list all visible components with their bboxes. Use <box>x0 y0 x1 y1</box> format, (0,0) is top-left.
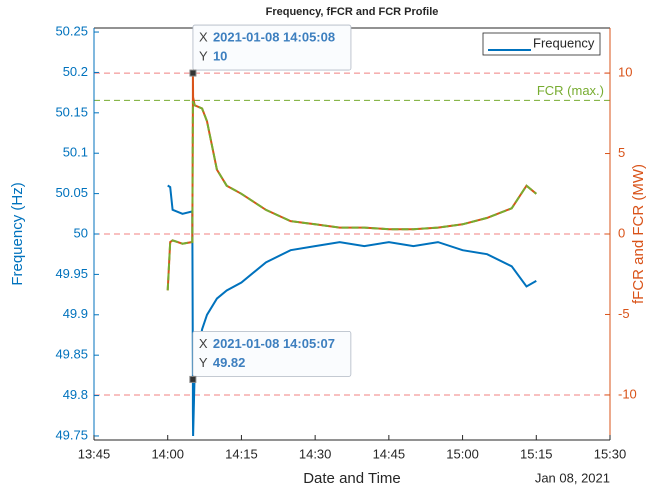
x-axis-label: Date and Time <box>303 470 401 487</box>
datatip-marker <box>189 375 197 383</box>
x-tick-label: 14:45 <box>373 446 406 461</box>
chart-title: Frequency, fFCR and FCR Profile <box>266 6 439 18</box>
datatip-x: 2021-01-08 14:05:07 <box>213 336 335 351</box>
y2-tick-label: -10 <box>618 386 637 401</box>
y-tick-label: 49.8 <box>63 387 88 402</box>
datatip-x-label: X <box>199 30 208 45</box>
x-tick-label: 14:30 <box>299 446 332 461</box>
datatip-y-label: Y <box>199 355 208 370</box>
datatip-x-label: X <box>199 336 208 351</box>
x-tick-label: 15:00 <box>446 446 479 461</box>
y2-tick-label: 0 <box>618 225 625 240</box>
x-tick-label: 14:15 <box>225 446 258 461</box>
y-tick-label: 49.85 <box>55 347 88 362</box>
y-tick-label: 49.75 <box>55 427 88 442</box>
y-tick-label: 50.05 <box>55 185 88 200</box>
datatip-y: 10 <box>213 49 227 64</box>
x-tick-label: 15:30 <box>594 446 627 461</box>
y2-tick-label: 10 <box>618 65 632 80</box>
y-tick-label: 50.1 <box>63 145 88 160</box>
x-tick-label: 13:45 <box>78 446 111 461</box>
y-tick-label: 49.95 <box>55 266 88 281</box>
series-line <box>167 184 537 437</box>
legend-label: Frequency <box>533 35 595 50</box>
y-tick-label: 50.2 <box>63 64 88 79</box>
y2-axis-label: fFCR and FCR (MW) <box>630 164 647 304</box>
series-line <box>166 101 537 291</box>
x-tick-label: 15:15 <box>520 446 553 461</box>
datatip-y-label: Y <box>199 49 208 64</box>
datatip-box <box>192 331 352 377</box>
y-axis-label: Frequency (Hz) <box>9 182 26 285</box>
datatip-marker <box>189 69 197 77</box>
reference-label: FCR (max.) <box>537 83 604 98</box>
datatip-x: 2021-01-08 14:05:08 <box>213 30 335 45</box>
y-tick-label: 50.15 <box>55 104 88 119</box>
datatip-y: 49.82 <box>213 355 246 370</box>
x-date-label: Jan 08, 2021 <box>535 470 610 485</box>
x-tick-label: 14:00 <box>151 446 184 461</box>
datatip-box <box>192 24 352 71</box>
y2-tick-label: 5 <box>618 145 625 160</box>
y-tick-label: 49.9 <box>63 306 88 321</box>
y-tick-label: 50 <box>74 225 88 240</box>
y2-tick-label: -5 <box>618 306 630 321</box>
y-tick-label: 50.25 <box>55 23 88 38</box>
